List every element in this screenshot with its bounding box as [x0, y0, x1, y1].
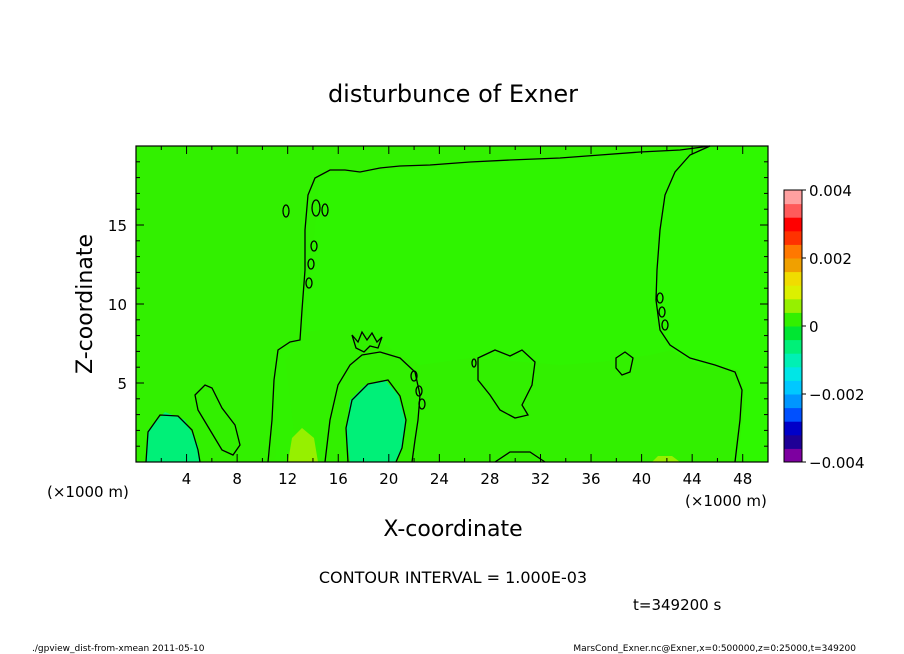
- contour-blob-center: [477, 349, 536, 419]
- colorbar-cell: [784, 258, 802, 273]
- contour-west: [267, 145, 711, 463]
- colorbar-tick-label: −0.002: [809, 386, 865, 404]
- contour-small-2: [311, 199, 321, 217]
- time-label: t=349200 s: [633, 596, 721, 614]
- region-west-low: [275, 175, 320, 462]
- contour-small-12: [418, 398, 426, 410]
- colorbar: 0.004 0.002 0 −0.002 −0.004: [783, 182, 865, 472]
- x-unit-right: (×1000 m): [685, 492, 767, 510]
- colorbar-cell: [784, 312, 802, 327]
- contour-small-7: [656, 292, 664, 304]
- colorbar-tick-label: −0.004: [809, 454, 865, 472]
- x-tick-label: 12: [278, 470, 297, 488]
- chart-title: disturbunce of Exner: [328, 80, 578, 108]
- colorbar-cell: [784, 434, 802, 449]
- x-tick-labels: 4 8 12 16 20 24 28 32 36 40 44 48: [182, 470, 752, 488]
- region-center: [300, 146, 705, 365]
- field-regions: [146, 146, 768, 462]
- colorbar-cell: [784, 448, 802, 463]
- contour-small-4: [310, 240, 318, 252]
- colorbar-cell: [784, 190, 802, 205]
- contour-small-6: [305, 277, 313, 289]
- y-tick-label: 5: [117, 375, 127, 393]
- contour-mid-hump: [324, 351, 421, 463]
- pos-anomaly-2: [652, 456, 680, 462]
- contour-small-9: [661, 319, 669, 331]
- colorbar-cell: [784, 285, 802, 300]
- neg-anomaly-2: [346, 380, 405, 462]
- colorbar-cell: [784, 326, 802, 341]
- footer-left: ./gpview_dist-from-xmean 2011-05-10: [32, 644, 205, 654]
- colorbar-cell: [784, 339, 802, 354]
- colorbar-cell: [784, 407, 802, 422]
- colorbar-tick-label: 0.004: [809, 182, 852, 200]
- contour-small-1: [282, 204, 290, 218]
- colorbar-cell: [784, 366, 802, 381]
- contour-blob-left: [194, 384, 241, 456]
- colorbar-tick-label: 0.002: [809, 250, 852, 268]
- contour-small-11: [415, 385, 423, 397]
- x-tick-label: 4: [182, 470, 192, 488]
- x-tick-label: 36: [581, 470, 600, 488]
- contour-small-10: [410, 370, 418, 382]
- contour-small-5: [307, 258, 315, 270]
- footer-right: MarsCond_Exner.nc@Exner,x=0:500000,z=0:2…: [573, 644, 856, 654]
- colorbar-ticks: 0.004 0.002 0 −0.002 −0.004: [802, 182, 865, 472]
- contour-east: [655, 145, 743, 463]
- colorbar-cell: [784, 217, 802, 232]
- x-tick-label: 44: [683, 470, 702, 488]
- contour-blob-right: [615, 351, 634, 376]
- y-tick-label: 10: [108, 296, 127, 314]
- contour-neg-1: [145, 414, 201, 463]
- pos-anomaly-1: [288, 428, 318, 462]
- x-tick-label: 28: [480, 470, 499, 488]
- x-unit-left: (×1000 m): [47, 483, 129, 501]
- colorbar-cell: [784, 230, 802, 245]
- y-tick-labels: 5 10 15: [108, 217, 127, 393]
- colorbar-cell: [784, 353, 802, 368]
- x-tick-label: 40: [632, 470, 651, 488]
- contour-bottom-arc: [494, 451, 546, 463]
- colorbar-cell: [784, 380, 802, 395]
- region-east: [655, 146, 768, 462]
- x-axis-label: X-coordinate: [383, 517, 522, 542]
- contour-small-8: [658, 306, 666, 318]
- colorbar-cell: [784, 203, 802, 218]
- contour-small-3: [321, 203, 329, 217]
- colorbar-cell: [784, 394, 802, 409]
- x-tick-label: 20: [379, 470, 398, 488]
- y-axis-label: Z-coordinate: [73, 234, 98, 374]
- colorbar-cell: [784, 244, 802, 259]
- contour-interval: CONTOUR INTERVAL = 1.000E-03: [319, 568, 587, 587]
- colorbar-cell: [784, 421, 802, 436]
- colorbar-cells: [784, 190, 802, 463]
- colorbar-cell: [784, 298, 802, 313]
- contour-lines: [145, 145, 743, 463]
- contour-wiggle: [351, 330, 383, 353]
- colorbar-cell: [784, 271, 802, 286]
- x-tick-label: 32: [531, 470, 550, 488]
- x-tick-label: 24: [430, 470, 449, 488]
- y-tick-label: 15: [108, 217, 127, 235]
- x-tick-label: 8: [232, 470, 242, 488]
- x-tick-label: 16: [329, 470, 348, 488]
- axis-ticks: [135, 145, 769, 463]
- contour-neg-2: [345, 379, 407, 463]
- x-tick-label: 48: [733, 470, 752, 488]
- contour-small-13: [471, 358, 477, 368]
- colorbar-tick-label: 0: [809, 318, 819, 336]
